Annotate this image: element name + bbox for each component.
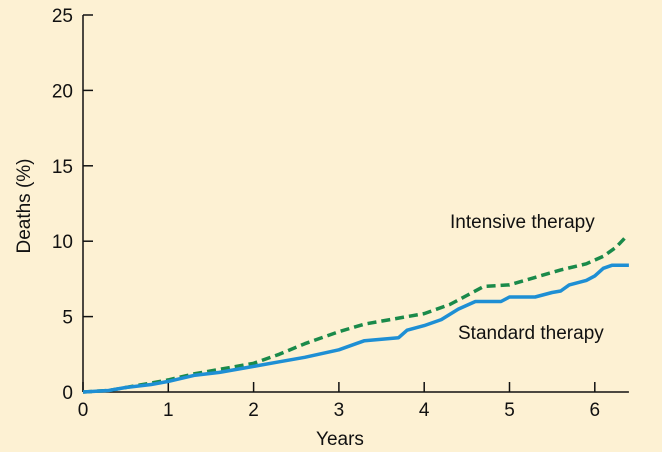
axes: 0 5 10 15 20 25 0 1 2 3 4 5 6 <box>52 6 629 421</box>
series-line-0 <box>82 236 626 394</box>
annotation-intensive: Intensive therapy <box>450 212 595 233</box>
x-tick-label: 2 <box>248 400 259 421</box>
x-tick-label: 6 <box>590 400 601 421</box>
x-tick-label: 0 <box>78 400 89 421</box>
y-tick-label: 0 <box>62 383 73 404</box>
x-tick-label: 1 <box>163 400 174 421</box>
x-tick-label: 3 <box>334 400 345 421</box>
y-axis-title: Deaths (%) <box>14 158 35 253</box>
y-tick-label: 15 <box>52 157 73 178</box>
series-layer <box>82 236 629 394</box>
annotation-standard: Standard therapy <box>458 323 604 344</box>
x-axis-title: Years <box>316 429 364 450</box>
series-line-1 <box>82 263 629 394</box>
y-tick-label: 25 <box>52 6 73 27</box>
y-tick-label: 20 <box>52 81 73 102</box>
y-tick-label: 10 <box>52 232 73 253</box>
x-tick-label: 5 <box>504 400 515 421</box>
x-tick-label: 4 <box>419 400 430 421</box>
y-tick-label: 5 <box>62 308 73 329</box>
